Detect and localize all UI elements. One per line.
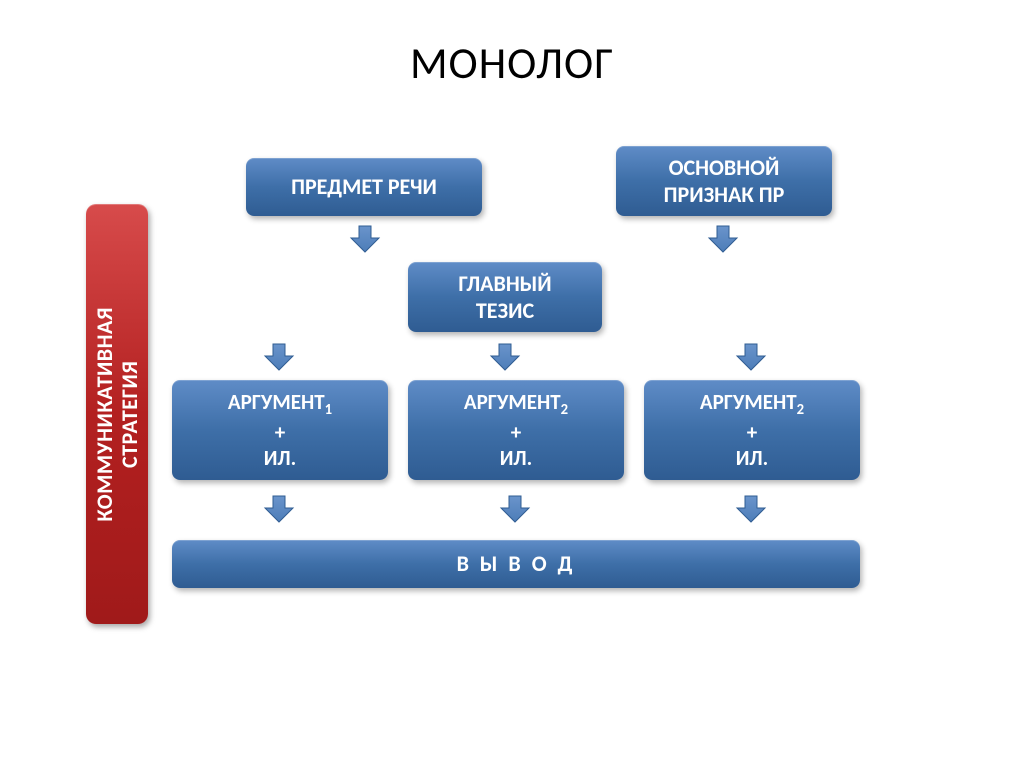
box-argument-3: АРГУМЕНТ2 + ИЛ. (644, 380, 860, 480)
box-main-attribute-line1: ОСНОВНОЙ (669, 154, 780, 181)
arrow-down-icon (262, 494, 296, 524)
box-arg2-label: АРГУМЕНТ (464, 389, 561, 415)
box-subject-text: ПРЕДМЕТ РЕЧИ (291, 173, 437, 201)
box-thesis: ГЛАВНЫЙ ТЕЗИС (408, 262, 602, 332)
box-arg1-sub: 1 (325, 400, 332, 418)
box-arg1-plus: + (275, 419, 285, 445)
box-argument-2: АРГУМЕНТ2 + ИЛ. (408, 380, 624, 480)
sidebar-line1: КОММУНИКАТИВНАЯ (91, 307, 118, 522)
sidebar-line2: СТРАТЕГИЯ (116, 360, 143, 467)
box-conclusion: В Ы В О Д (172, 540, 860, 588)
box-conclusion-text: В Ы В О Д (457, 550, 576, 578)
box-arg2-sub: 2 (561, 400, 568, 418)
box-argument-1-text: АРГУМЕНТ1 + ИЛ. (228, 389, 332, 471)
arrow-down-icon (262, 342, 296, 372)
arrow-down-icon (348, 224, 382, 254)
box-arg2-plus: + (511, 419, 521, 445)
box-subject: ПРЕДМЕТ РЕЧИ (246, 158, 482, 216)
arrow-down-icon (706, 224, 740, 254)
box-arg3-plus: + (747, 419, 757, 445)
box-arg1-label: АРГУМЕНТ (228, 389, 325, 415)
box-argument-3-text: АРГУМЕНТ2 + ИЛ. (700, 389, 804, 471)
box-arg2-il: ИЛ. (500, 445, 533, 471)
box-arg3-il: ИЛ. (736, 445, 769, 471)
box-arg1-il: ИЛ. (264, 445, 297, 471)
box-arg3-sub: 2 (797, 400, 804, 418)
sidebar-label: КОММУНИКАТИВНАЯ СТРАТЕГИЯ (92, 307, 143, 522)
box-thesis-line1: ГЛАВНЫЙ (458, 270, 551, 297)
arrow-down-icon (734, 342, 768, 372)
arrow-down-icon (498, 494, 532, 524)
box-main-attribute: ОСНОВНОЙ ПРИЗНАК ПР (616, 146, 832, 216)
box-argument-2-text: АРГУМЕНТ2 + ИЛ. (464, 389, 568, 471)
box-arg3-label: АРГУМЕНТ (700, 389, 797, 415)
arrow-down-icon (734, 494, 768, 524)
box-thesis-line2: ТЕЗИС (476, 297, 534, 324)
box-thesis-text: ГЛАВНЫЙ ТЕЗИС (458, 270, 551, 325)
sidebar-strategy: КОММУНИКАТИВНАЯ СТРАТЕГИЯ (86, 204, 148, 624)
arrow-down-icon (488, 342, 522, 372)
box-main-attribute-line2: ПРИЗНАК ПР (664, 181, 785, 208)
box-main-attribute-text: ОСНОВНОЙ ПРИЗНАК ПР (664, 154, 785, 209)
page-title: МОНОЛОГ (0, 36, 1024, 90)
box-argument-1: АРГУМЕНТ1 + ИЛ. (172, 380, 388, 480)
